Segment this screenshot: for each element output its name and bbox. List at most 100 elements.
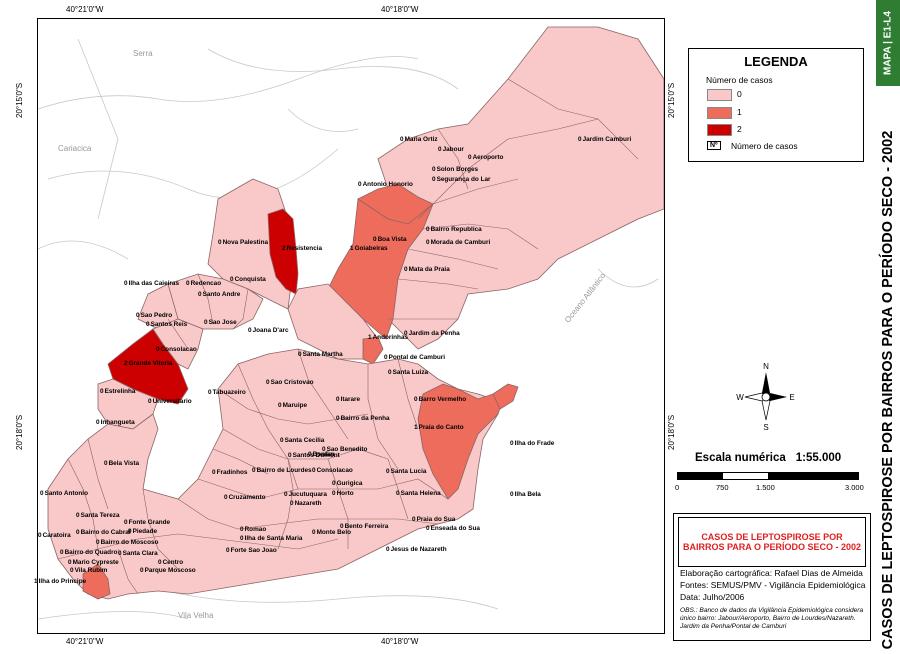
- neighborhood-label[interactable]: 0Caratoira: [38, 532, 71, 539]
- neighborhood-label[interactable]: 0Santos Reis: [146, 321, 187, 328]
- neighborhood-label[interactable]: 0Praia do Sua: [412, 516, 455, 523]
- neighborhood-label[interactable]: 0Santo Antonio: [40, 490, 88, 497]
- neighborhood-label[interactable]: 0Cruzamento: [224, 494, 266, 501]
- neighborhood-count: 0: [198, 291, 202, 298]
- neighborhood-name: Bela Vista: [108, 460, 139, 467]
- neighborhood-label[interactable]: 0Vila Rubim: [70, 567, 107, 574]
- region-praia-canto-tip[interactable]: [492, 383, 519, 410]
- neighborhood-label[interactable]: 0Nova Palestina: [218, 239, 268, 246]
- neighborhood-label[interactable]: 0Segurança do Lar: [432, 176, 491, 183]
- neighborhood-label[interactable]: 0Joana D'arc: [248, 327, 289, 334]
- region-ilha-principe[interactable]: [82, 563, 111, 600]
- neighborhood-label[interactable]: 0Consolacao: [312, 467, 353, 474]
- neighborhood-label[interactable]: 0Estrelinha: [100, 388, 135, 395]
- neighborhood-label[interactable]: 0Centro: [158, 559, 183, 566]
- region-nova-palestina[interactable]: [207, 178, 294, 310]
- neighborhood-label[interactable]: 0Mata da Praia: [404, 266, 450, 273]
- neighborhood-label[interactable]: 2Resistencia: [282, 245, 323, 252]
- neighborhood-name: Nazareth: [294, 500, 322, 507]
- neighborhood-label[interactable]: 0Santa Tereza: [76, 512, 120, 519]
- neighborhood-label[interactable]: 0Santa Cecilia: [280, 437, 324, 444]
- neighborhood-label[interactable]: 0Solon Borges: [432, 166, 478, 173]
- neighborhood-count: 0: [140, 567, 144, 574]
- neighborhood-label[interactable]: 0Forte Sao Joao: [226, 547, 277, 554]
- neighborhood-label[interactable]: 0Jabour: [438, 146, 464, 153]
- neighborhood-label[interactable]: 0Santo Andre: [198, 291, 240, 298]
- neighborhood-label[interactable]: 0Pontal de Camburi: [384, 354, 445, 361]
- neighborhood-name: Resistencia: [286, 245, 323, 252]
- neighborhood-label[interactable]: 0Piedade: [128, 528, 157, 535]
- neighborhood-label[interactable]: 0Santa Lucia: [386, 468, 426, 475]
- neighborhood-label[interactable]: 0Fonte Grande: [124, 519, 170, 526]
- neighborhood-name: Bento Ferreira: [344, 523, 389, 530]
- neighborhood-label[interactable]: 0Gurigica: [332, 480, 363, 487]
- neighborhood-label[interactable]: 0Enseada do Sua: [426, 525, 480, 532]
- neighborhood-label[interactable]: 0Santa Luiza: [388, 369, 428, 376]
- neighborhood-label[interactable]: 0Monte Belo: [312, 529, 351, 536]
- neighborhood-label[interactable]: 0Jesus de Nazareth: [386, 546, 447, 553]
- neighborhood-label[interactable]: 0Conquista: [230, 276, 266, 283]
- neighborhood-label[interactable]: 0Romao: [240, 526, 266, 533]
- neighborhood-label[interactable]: 0Bairro do Quadro: [60, 549, 117, 556]
- neighborhood-label[interactable]: 0Sao Benedito: [322, 446, 367, 453]
- neighborhood-label[interactable]: 0Parque Moscoso: [140, 567, 196, 574]
- neighborhood-label[interactable]: 0Bairro do Moscoso: [96, 539, 158, 546]
- neighborhood-label[interactable]: 0Santa Clara: [118, 550, 158, 557]
- neighborhood-label[interactable]: 1Goiabeiras: [350, 245, 388, 252]
- neighborhood-label[interactable]: 0Santa Martha: [298, 351, 343, 358]
- neighborhood-label[interactable]: 0Bairro Republica: [426, 226, 482, 233]
- neighborhood-label[interactable]: 0Nazareth: [290, 500, 322, 507]
- neighborhood-label[interactable]: 0Universitario: [148, 398, 192, 405]
- neighborhood-label[interactable]: 0Santos Dumont: [288, 452, 340, 459]
- neighborhood-label[interactable]: 0Inhangueta: [96, 419, 135, 426]
- region-resistencia[interactable]: [267, 208, 299, 295]
- neighborhood-label[interactable]: 0Barro Vermelho: [414, 396, 466, 403]
- region-antonio-honorio[interactable]: [357, 183, 434, 225]
- neighborhood-label[interactable]: 0Bela Vista: [104, 460, 139, 467]
- neighborhood-label[interactable]: 0Sao Pedro: [136, 312, 172, 319]
- neighborhood-label[interactable]: 0Bairro da Penha: [336, 415, 390, 422]
- neighborhood-count: 0: [280, 437, 284, 444]
- neighborhood-label[interactable]: 0Consolacao: [156, 346, 197, 353]
- neighborhood-label[interactable]: 1Andorinhas: [368, 334, 408, 341]
- neighborhood-label[interactable]: 0Mario Cypreste: [68, 559, 119, 566]
- map-frame[interactable]: Serra Cariacica Vila Velha Oceano Atlânt…: [37, 18, 665, 634]
- neighborhood-label[interactable]: 0Bonfim: [308, 451, 335, 458]
- region-praia-canto[interactable]: [417, 383, 504, 500]
- neighborhood-label[interactable]: 0Maria Ortiz: [400, 136, 438, 143]
- neighborhood-label[interactable]: 0Itarare: [336, 396, 360, 403]
- neighborhood-label[interactable]: 0Aeroporto: [468, 154, 503, 161]
- neighborhood-name: Consolacao: [316, 467, 353, 474]
- neighborhood-label[interactable]: 0Redencao: [186, 280, 221, 287]
- neighborhood-count: 0: [336, 396, 340, 403]
- neighborhood-label[interactable]: 0Tabuazeiro: [208, 389, 246, 396]
- region-andorinhas[interactable]: [362, 336, 384, 365]
- neighborhood-label[interactable]: 0Bento Ferreira: [340, 523, 389, 530]
- neighborhood-label[interactable]: 0Jucutuquara: [284, 491, 327, 498]
- neighborhood-label[interactable]: 0Ilha de Santa Maria: [240, 535, 302, 542]
- neighborhood-label[interactable]: 0Sao Jose: [204, 319, 237, 326]
- neighborhood-label[interactable]: 0Santa Helena: [396, 490, 441, 497]
- place-cariacica: Cariacica: [58, 144, 92, 153]
- neighborhood-label[interactable]: 0Maruipe: [278, 402, 307, 409]
- neighborhood-count: 0: [312, 529, 316, 536]
- neighborhood-label[interactable]: 0Jardim da Penha: [404, 330, 460, 337]
- neighborhood-label[interactable]: 0Boa Vista: [373, 236, 407, 243]
- region-sao-pedro[interactable]: [152, 318, 204, 370]
- neighborhood-label[interactable]: 0Ilha das Caieiras: [124, 280, 179, 287]
- neighborhood-label[interactable]: 0Bairro do Cabral: [76, 529, 131, 536]
- neighborhood-label[interactable]: 0Sao Cristovao: [266, 379, 314, 386]
- map-canvas[interactable]: [38, 19, 664, 633]
- neighborhood-label[interactable]: 0Jardim Camburi: [578, 136, 631, 143]
- neighborhood-label[interactable]: 0Bairro de Lourdes: [252, 467, 312, 474]
- neighborhood-label[interactable]: 0Morada de Camburi: [426, 239, 490, 246]
- neighborhood-label[interactable]: 0Ilha Bela: [510, 491, 541, 498]
- neighborhood-label[interactable]: 0Antonio Honorio: [358, 181, 413, 188]
- neighborhood-label[interactable]: 1Praia do Canto: [414, 424, 464, 431]
- neighborhood-label[interactable]: 1Ilha do Principe: [34, 578, 86, 585]
- neighborhood-label[interactable]: 2Grande Vitoria: [124, 360, 172, 367]
- neighborhood-label[interactable]: 0Fradinhos: [212, 469, 247, 476]
- neighborhood-label[interactable]: 0Ilha do Frade: [510, 440, 554, 447]
- neighborhood-count: 1: [350, 245, 354, 252]
- neighborhood-label[interactable]: 0Horto: [332, 490, 354, 497]
